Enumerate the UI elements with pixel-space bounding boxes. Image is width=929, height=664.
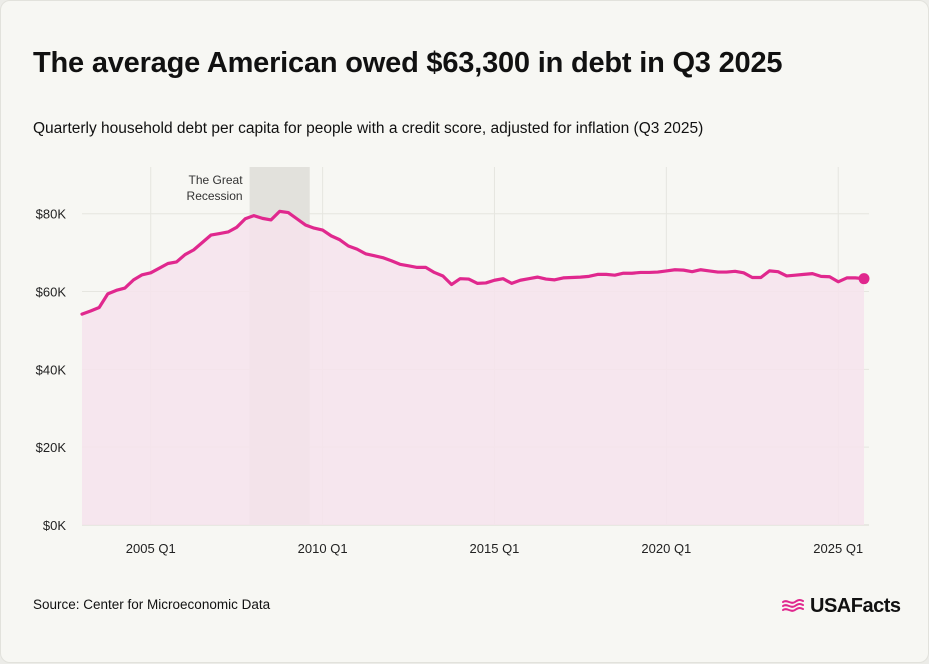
debt-line [80, 209, 866, 316]
recession-label: Recession [187, 189, 243, 203]
x-tick-label: 2010 Q1 [298, 541, 348, 556]
y-tick-label: $0K [43, 518, 66, 533]
x-tick-label: 2020 Q1 [641, 541, 691, 556]
x-tick-label: 2005 Q1 [126, 541, 176, 556]
page-title: The average American owed $63,300 in deb… [33, 47, 783, 79]
y-tick-label: $40K [36, 362, 67, 377]
source-note: Source: Center for Microeconomic Data [33, 597, 271, 612]
debt-area [82, 211, 864, 526]
logo-text: USAFacts [810, 594, 901, 617]
line-layer [80, 209, 870, 316]
y-axis-ticks: $0K $20K $40K $60K $80K [36, 207, 67, 533]
area-layer [82, 211, 864, 526]
x-tick-label: 2015 Q1 [470, 541, 520, 556]
chart-subtitle: Quarterly household debt per capita for … [33, 120, 704, 137]
usafacts-logo[interactable]: USAFacts [781, 593, 901, 619]
annotation-layer: The Great Recession [187, 173, 244, 203]
y-tick-label: $60K [36, 285, 67, 300]
us-flag-icon [782, 599, 804, 612]
y-tick-label: $80K [36, 207, 67, 222]
recession-label: The Great [189, 173, 244, 187]
x-tick-label: 2025 Q1 [813, 541, 863, 556]
y-tick-label: $20K [36, 440, 67, 455]
latest-value-point[interactable] [858, 273, 870, 285]
x-axis-ticks: 2005 Q1 2010 Q1 2015 Q1 2020 Q1 2025 Q1 [126, 541, 863, 556]
